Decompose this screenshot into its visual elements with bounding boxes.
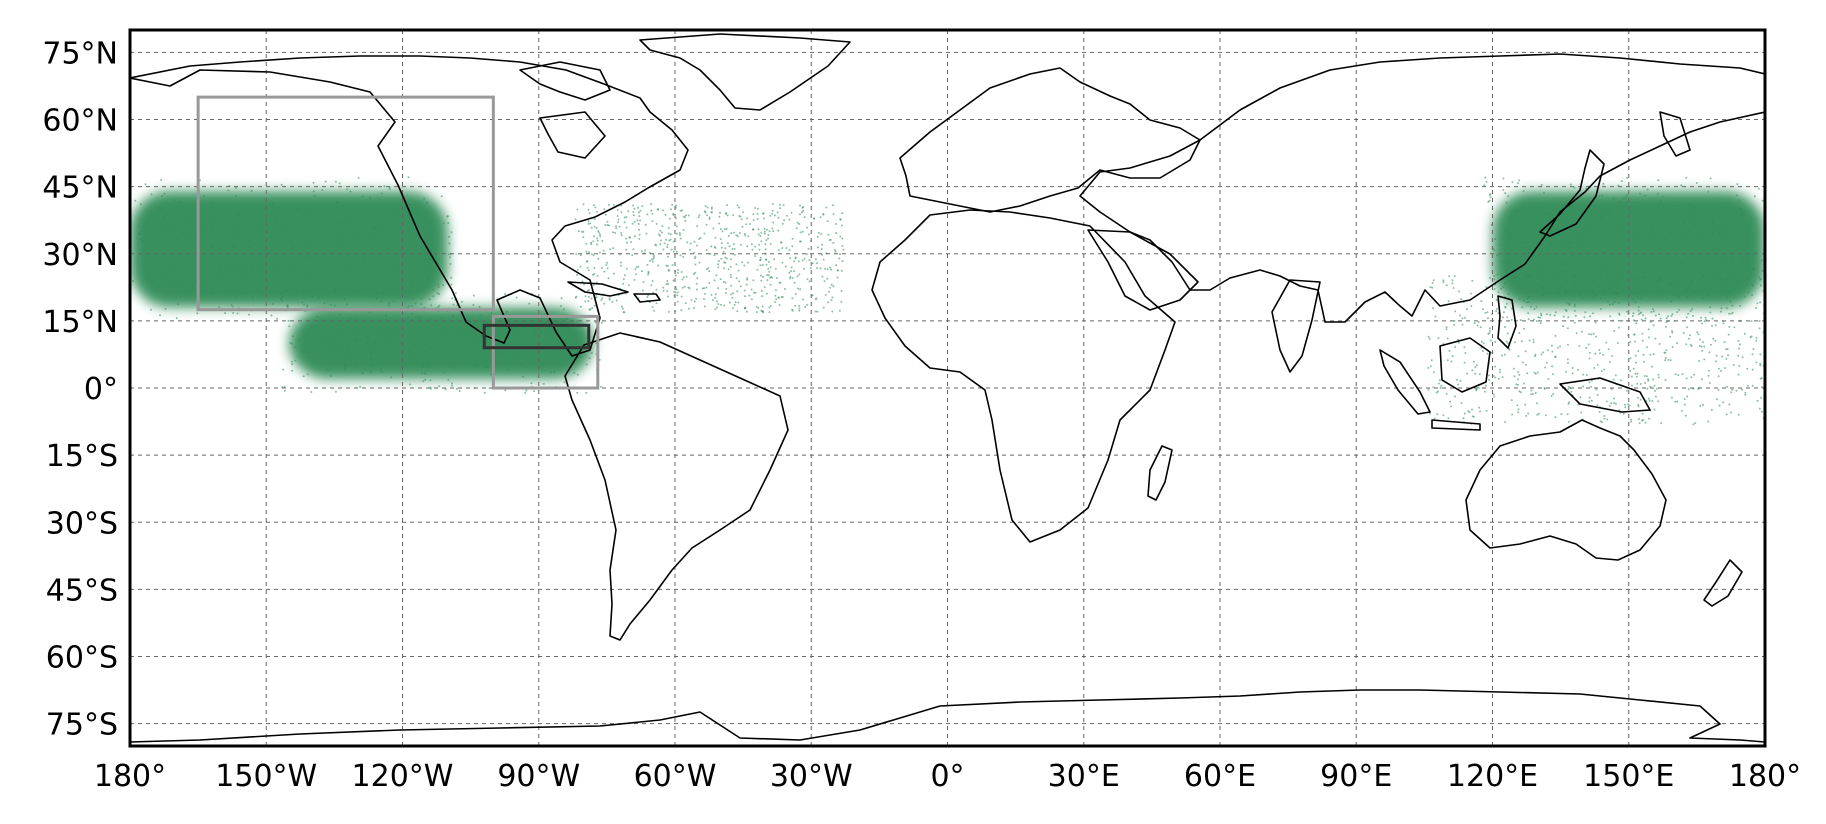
lon-tick-label: 90°W [497,759,580,794]
india-coastline [1271,279,1321,373]
greenland-coastline [639,33,851,111]
density-atlantic-scatter [574,203,845,314]
lon-tick-label: 180° [94,759,166,794]
lon-tick-label: 90°E [1320,759,1392,794]
lat-tick-label: 0° [84,372,118,407]
box-central-america-inner [482,323,591,350]
longitude-tick-labels: 180° 150°W 120°W 90°W 60°W 30°W 0° 30°E 60°E 90°E… [94,759,1801,794]
arabia-coastline [1087,229,1199,311]
map-frame [128,28,1767,748]
new-zealand-coastline [1703,559,1743,607]
kamchatka-coastline [1659,111,1691,157]
north-america-coastline [130,55,689,357]
lat-tick-label: 15°S [46,439,118,474]
lon-tick-label: 150°W [215,759,317,794]
gridlines [130,30,1765,746]
africa-coastline [871,209,1176,543]
south-america-coastline [564,332,789,641]
lat-tick-label: 45°S [46,573,118,608]
asia-coastline [1079,53,1765,323]
coastlines [130,33,1765,743]
region-boxes [196,95,600,390]
arctic-islands-coastline [519,61,611,101]
lon-tick-label: 120°W [352,759,454,794]
lon-tick-label: 0° [930,759,964,794]
sumatra-coastline [1379,349,1431,415]
philippines-coastline [1497,295,1517,349]
java-coastline [1431,419,1481,431]
density-eastern-pacific-tropics [280,292,603,394]
lat-tick-label: 30°N [42,238,118,273]
density-north-pacific-band [130,176,459,322]
lat-tick-label: 60°N [42,104,118,139]
lon-tick-label: 60°W [634,759,717,794]
borneo-coastline [1439,337,1491,393]
lat-tick-label: 60°S [46,641,118,676]
lat-tick-label: 30°S [46,506,118,541]
new-guinea-coastline [1559,377,1651,413]
lat-tick-label: 75°N [42,36,118,71]
cuba-coastline [567,281,629,297]
lon-tick-label: 180° [1729,759,1801,794]
europe-coastline [899,67,1201,213]
australia-coastline [1465,419,1667,561]
madagascar-coastline [1147,445,1173,501]
latitude-tick-labels: 75°N 60°N 45°N 30°N 15°N 0° 15°S 30°S 45°S 60°S 75… [42,36,118,742]
lon-tick-label: 30°W [770,759,853,794]
lat-tick-label: 45°N [42,171,118,206]
lat-tick-label: 15°N [42,305,118,340]
box-northeast-pacific [196,95,495,312]
lon-tick-label: 150°E [1583,759,1674,794]
box-central-america-outer [491,314,600,390]
lon-tick-label: 30°E [1048,759,1120,794]
antarctica-coastline [130,689,1765,743]
lon-tick-label: 60°E [1184,759,1256,794]
lon-tick-label: 120°E [1447,759,1538,794]
lat-tick-label: 75°S [46,708,118,743]
hispaniola-coastline [633,293,661,303]
hudson-bay-coastline [539,111,606,159]
japan-coastline [1539,149,1605,237]
